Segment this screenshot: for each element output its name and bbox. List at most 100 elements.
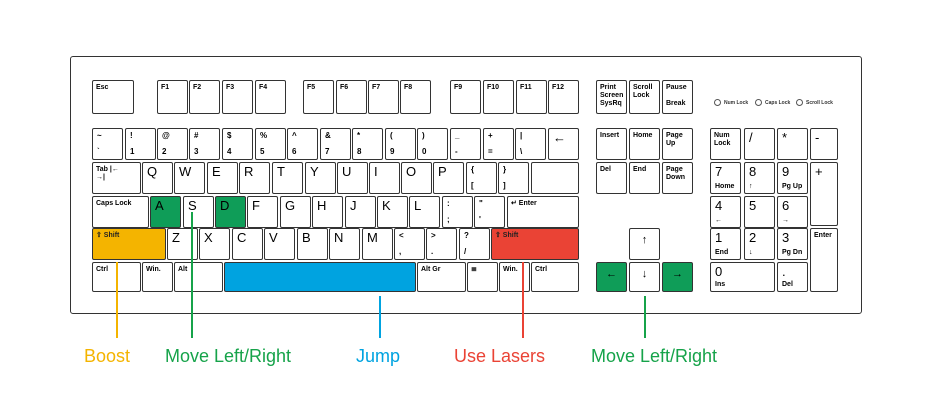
key-d4-top-label: $ — [227, 131, 232, 140]
key-f7-label: F7 — [372, 84, 381, 91]
key-bksp: ← — [548, 128, 579, 160]
key-bksp-label: ← — [553, 130, 566, 145]
key-b: B — [297, 228, 328, 260]
key-comma-bottom-label: , — [399, 247, 402, 256]
key-y-label: Y — [310, 164, 319, 179]
key-rbrk: }] — [498, 162, 529, 194]
key-c-label: C — [237, 230, 247, 245]
key-h-label: H — [317, 198, 327, 213]
key-semi-top-label: : — [447, 199, 450, 208]
key-n1: 1 End — [710, 228, 741, 260]
key-scrlk-label: Scroll Lock — [633, 84, 653, 99]
legend-connector-4 — [644, 296, 646, 338]
key-pause: Pause Break — [662, 80, 693, 114]
key-del: Del — [596, 162, 627, 194]
key-o: O — [401, 162, 432, 194]
key-lalt: Alt — [174, 262, 223, 292]
key-w: W — [174, 162, 205, 194]
key-d8-bottom-label: 8 — [357, 147, 362, 156]
key-left-label: ← — [606, 268, 617, 280]
key-caps: Caps Lock — [92, 196, 149, 228]
key-d9: (9 — [385, 128, 416, 160]
key-f9-label: F9 — [454, 84, 463, 91]
key-nadd-label: + — [815, 164, 823, 179]
key-d5-bottom-label: 5 — [260, 147, 265, 156]
key-n0-top-label: 0 — [715, 264, 723, 279]
key-d9-bottom-label: 9 — [390, 147, 395, 156]
caps-lock-led-icon — [755, 99, 762, 106]
key-s: S — [183, 196, 214, 228]
key-f6-label: F6 — [340, 84, 349, 91]
key-f8-label: F8 — [404, 84, 413, 91]
key-n: N — [329, 228, 360, 260]
key-right: → — [662, 262, 693, 292]
key-nsub: - — [810, 128, 838, 160]
key-p: P — [433, 162, 464, 194]
key-tilde-top-label: ~ — [97, 131, 102, 140]
legend-connector-2 — [379, 296, 381, 338]
key-nenter: Enter — [810, 228, 838, 292]
key-d3-bottom-label: 3 — [194, 147, 199, 156]
key-down: ↓ — [629, 262, 660, 292]
key-i: I — [369, 162, 400, 194]
key-a-label: A — [155, 198, 164, 213]
key-del-label: Del — [600, 166, 611, 173]
key-rwin-label: Win. — [503, 266, 518, 273]
key-m-label: M — [367, 230, 378, 245]
key-slash-top-label: ? — [464, 231, 469, 240]
key-slash-bottom-label: / — [464, 247, 467, 256]
key-nsub-label: - — [815, 130, 820, 145]
key-z-label: Z — [172, 230, 180, 245]
key-d2-top-label: @ — [162, 131, 170, 140]
key-ndiv: / — [744, 128, 775, 160]
key-z: Z — [167, 228, 198, 260]
key-d: D — [215, 196, 246, 228]
key-d9-top-label: ( — [390, 131, 393, 140]
key-d1: ! 1 — [125, 128, 156, 160]
key-period-top-label: > — [431, 231, 436, 240]
key-pgup-label: Page Up — [666, 132, 683, 147]
key-tt: T — [272, 162, 303, 194]
key-semi-bottom-label: ; — [447, 215, 450, 224]
key-f-label: F — [252, 198, 260, 213]
key-y: Y — [305, 162, 336, 194]
key-rshift-label: ⇧ Shift — [495, 232, 519, 239]
key-r-label: R — [244, 164, 254, 179]
key-numlk: Num Lock — [710, 128, 741, 160]
key-enter-label: ↵ Enter — [511, 200, 537, 207]
key-rbrk-bottom-label: ] — [503, 181, 506, 190]
key-comma-top-label: < — [399, 231, 404, 240]
key-q: Q — [142, 162, 173, 194]
key-n9-bottom-label: Pg Up — [782, 183, 803, 190]
key-numlk-label: Num Lock — [714, 132, 731, 147]
key-l: L — [409, 196, 440, 228]
key-f7: F7 — [368, 80, 399, 114]
key-d8: * 8 — [352, 128, 383, 160]
key-semi: :; — [442, 196, 473, 228]
key-equal: + = — [483, 128, 514, 160]
key-b-label: B — [302, 230, 311, 245]
key-lbrk-bottom-label: [ — [471, 181, 474, 190]
key-w-label: W — [179, 164, 192, 179]
key-ndec: . Del — [777, 262, 808, 292]
key-n3-bottom-label: Pg Dn — [782, 249, 803, 256]
key-nmul-label: * — [782, 130, 788, 145]
key-lwin: Win. — [142, 262, 173, 292]
key-f3-label: F3 — [226, 84, 235, 91]
key-pgdn: Page Down — [662, 162, 693, 194]
key-equal-top-label: + — [488, 131, 493, 140]
key-e: E — [207, 162, 238, 194]
key-n6: 6 → — [777, 196, 808, 228]
key-f6: F6 — [336, 80, 367, 114]
key-f: F — [247, 196, 278, 228]
key-enter_top — [531, 162, 579, 194]
key-d6: ^ 6 — [287, 128, 318, 160]
key-n3-top-label: 3 — [782, 230, 790, 245]
key-f5-label: F5 — [307, 84, 316, 91]
key-f12-label: F12 — [552, 84, 565, 91]
key-x: X — [199, 228, 230, 260]
key-rctrl-label: Ctrl — [535, 266, 548, 273]
legend-label-2: Jump — [356, 346, 401, 366]
key-d2-bottom-label: 2 — [162, 147, 167, 156]
key-f1: F1 — [157, 80, 188, 114]
